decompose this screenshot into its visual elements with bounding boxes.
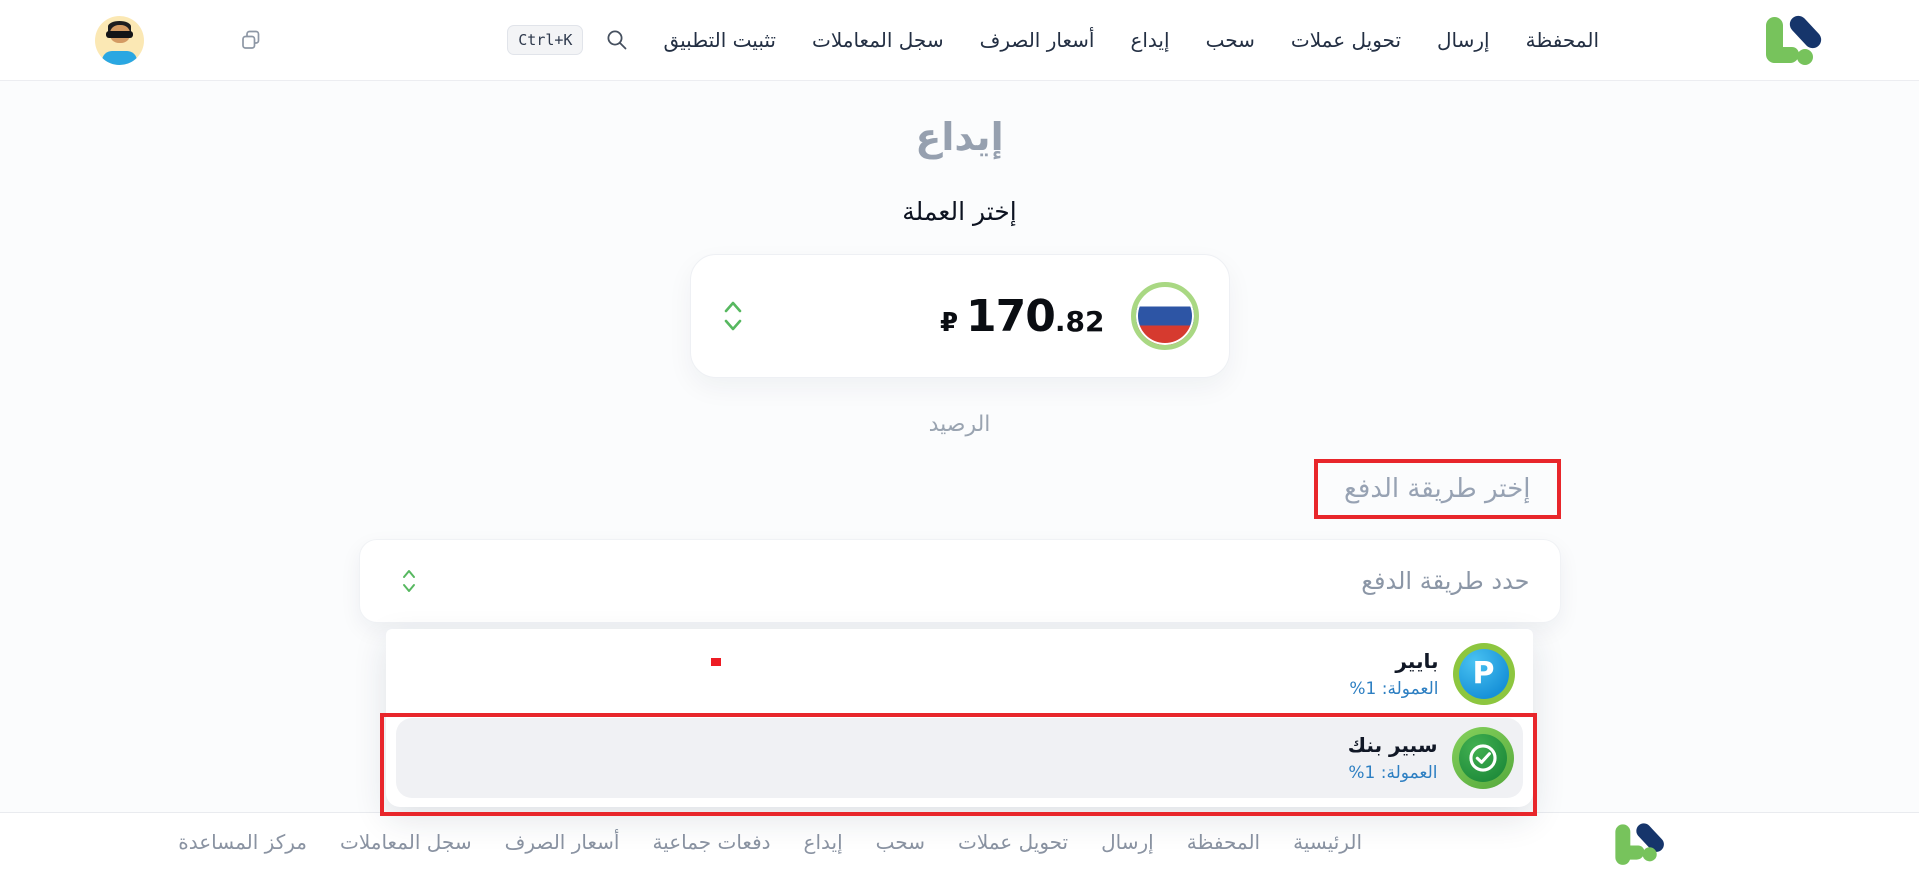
footer-link-transactions[interactable]: سجل المعاملات: [339, 829, 472, 854]
logo-shape: [1642, 846, 1657, 861]
footer-link-home[interactable]: الرئيسية: [1293, 829, 1362, 854]
payment-section: إختر طريقة الدفع حدد طريقة الدفع P: [358, 459, 1561, 816]
footer-link-convert[interactable]: تحويل عملات: [957, 829, 1069, 854]
currency-balance-value: ₽ 170 .82: [940, 291, 1105, 342]
nav-item-wallet[interactable]: المحفظة: [1525, 28, 1599, 52]
copy-icon[interactable]: [239, 28, 263, 52]
choose-payment-label: إختر طريقة الدفع: [1344, 474, 1531, 504]
nav-item-transactions[interactable]: سجل المعاملات: [811, 28, 944, 52]
payment-select-wrapper: حدد طريقة الدفع P بايير العمولة: 1%: [358, 539, 1561, 816]
option-name: بايير: [1395, 648, 1439, 673]
annotation-red-box-label: إختر طريقة الدفع: [1314, 459, 1561, 519]
logo-shape: [1786, 12, 1825, 52]
footer-link-deposit[interactable]: إيداع: [803, 829, 843, 854]
search-icon[interactable]: [605, 28, 629, 52]
logo-shape: [1797, 49, 1813, 65]
option-texts: سبير بنك العمولة: 1%: [1348, 733, 1438, 783]
russia-flag-icon: [1130, 282, 1199, 350]
nav-item-deposit[interactable]: إيداع: [1130, 28, 1170, 52]
top-navigation: المحفظة إرسال تحويل عملات سحب إيداع أسعا…: [0, 0, 1919, 81]
select-placeholder-text: حدد طريقة الدفع: [1361, 567, 1530, 595]
option-texts: بايير العمولة: 1%: [1349, 649, 1438, 699]
footer-logo[interactable]: [1615, 819, 1667, 865]
footer-link-exchange-rates[interactable]: أسعار الصرف: [504, 829, 620, 854]
footer-link-withdraw[interactable]: سحب: [875, 829, 925, 854]
annotation-red-dash: [710, 658, 721, 666]
footer-link-wallet[interactable]: المحفظة: [1186, 829, 1261, 854]
footer: الرئيسية المحفظة إرسال تحويل عملات سحب إ…: [0, 812, 1919, 870]
choose-payment-row: إختر طريقة الدفع: [359, 459, 1561, 519]
chevron-up-down-icon[interactable]: [721, 296, 745, 336]
balance-label: الرصيد: [928, 412, 991, 437]
payment-option-payeer[interactable]: P بايير العمولة: 1%: [386, 629, 1533, 718]
footer-link-send[interactable]: إرسال: [1101, 829, 1154, 854]
logo-shape: [1616, 845, 1645, 860]
user-avatar[interactable]: [95, 15, 144, 65]
nav-item-convert[interactable]: تحويل عملات: [1290, 28, 1402, 52]
footer-link-mass-payments[interactable]: دفعات جماعية: [652, 829, 771, 854]
main-nav: المحفظة إرسال تحويل عملات سحب إيداع أسعا…: [663, 28, 1599, 52]
payment-options-dropdown: P بايير العمولة: 1%: [379, 629, 1537, 816]
payeer-letter: P: [1458, 648, 1509, 699]
currency-select[interactable]: ₽ 170 .82: [689, 254, 1230, 378]
logo-shape: [1767, 47, 1799, 63]
ruble-symbol: ₽: [939, 307, 959, 338]
nav-item-send[interactable]: إرسال: [1437, 28, 1490, 52]
sberbank-icon: [1451, 727, 1514, 789]
footer-link-help-center[interactable]: مركز المساعدة: [178, 829, 307, 854]
nav-item-install-app[interactable]: تثبيت التطبيق: [663, 28, 776, 52]
avatar-shirt: [102, 50, 137, 65]
page-title: إيداع: [915, 115, 1004, 159]
payment-option-sberbank[interactable]: سبير بنك العمولة: 1%: [395, 718, 1523, 798]
payment-method-select[interactable]: حدد طريقة الدفع: [358, 539, 1561, 623]
chevron-up-down-icon: [400, 564, 418, 598]
amount-decimal: .82: [1054, 304, 1105, 338]
option-name: سبير بنك: [1347, 733, 1438, 757]
nav-item-withdraw[interactable]: سحب: [1205, 28, 1255, 52]
option-commission: العمولة: 1%: [1348, 763, 1438, 783]
footer-nav: الرئيسية المحفظة إرسال تحويل عملات سحب إ…: [178, 830, 1362, 854]
search-shortcut-badge[interactable]: Ctrl+K: [507, 25, 584, 55]
choose-currency-label: إختر العملة: [902, 197, 1017, 226]
app-logo[interactable]: [1759, 12, 1825, 66]
nav-item-exchange-rates[interactable]: أسعار الصرف: [979, 28, 1095, 52]
payeer-icon: P: [1452, 642, 1515, 705]
option-commission: العمولة: 1%: [1349, 678, 1439, 699]
amount-integer: 170: [966, 290, 1056, 342]
avatar-sunglasses: [106, 30, 133, 38]
deposit-content: إيداع إختر العملة ₽ 170 .82 الرصيد إختر …: [0, 115, 1919, 816]
sberbank-check: [1458, 734, 1507, 782]
